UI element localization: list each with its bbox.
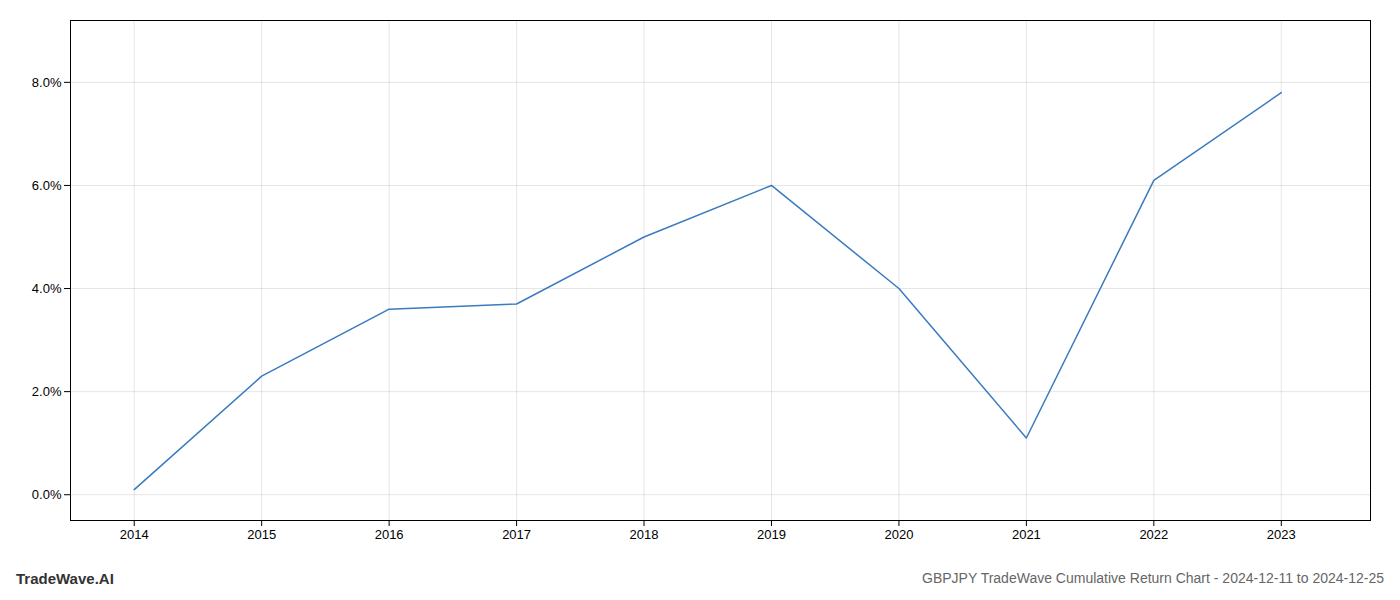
svg-text:2019: 2019 (757, 527, 786, 542)
svg-text:2.0%: 2.0% (32, 384, 62, 399)
svg-text:2017: 2017 (502, 527, 531, 542)
svg-text:2020: 2020 (884, 527, 913, 542)
svg-text:2023: 2023 (1267, 527, 1296, 542)
svg-text:6.0%: 6.0% (32, 178, 62, 193)
svg-text:2022: 2022 (1139, 527, 1168, 542)
svg-text:2014: 2014 (120, 527, 149, 542)
svg-text:2021: 2021 (1012, 527, 1041, 542)
svg-text:2018: 2018 (630, 527, 659, 542)
svg-text:2016: 2016 (375, 527, 404, 542)
svg-text:0.0%: 0.0% (32, 487, 62, 502)
html-text:TradeWave.AI: TradeWave.AI (16, 569, 114, 587)
html-text:GBPJPY TradeWave Cumulative Re: GBPJPY TradeWave Cumulative Return Chart… (922, 570, 1384, 586)
svg-text:2015: 2015 (247, 527, 276, 542)
svg-text:8.0%: 8.0% (32, 75, 62, 90)
svg-text:4.0%: 4.0% (32, 281, 62, 296)
